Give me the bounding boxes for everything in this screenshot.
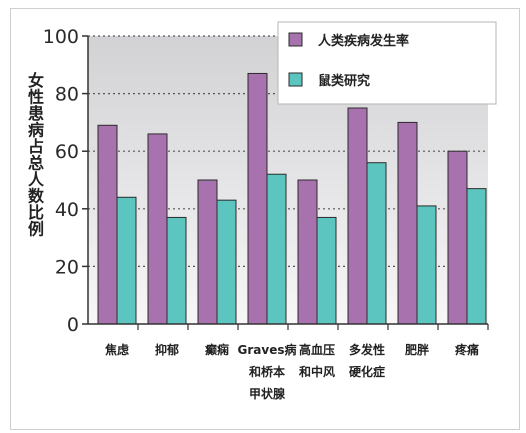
bar-human <box>447 150 468 325</box>
bar-human <box>147 133 168 325</box>
y-axis-label: 女性患病占总人数比例 <box>28 71 45 239</box>
x-category-label: 肥胖 <box>405 342 429 357</box>
y-tick-label: 0 <box>67 314 79 336</box>
legend-swatch <box>288 72 303 87</box>
x-category-label: 多发性 <box>349 342 385 357</box>
y-tick-label: 20 <box>55 256 79 278</box>
x-category-label: 癫痫 <box>205 342 229 357</box>
bar-mouse <box>216 199 237 325</box>
bar-human <box>297 179 318 325</box>
x-category-label: 和桥本 <box>248 364 285 379</box>
bar-human <box>247 72 268 325</box>
y-tick-label: 60 <box>55 141 79 163</box>
y-tick-label: 80 <box>55 84 79 106</box>
x-category-label: 焦虑 <box>104 342 129 357</box>
x-category-label: 和中风 <box>298 364 335 379</box>
legend-label: 鼠类研究 <box>318 73 370 89</box>
bar-mouse <box>416 205 437 325</box>
bar-mouse <box>466 188 487 325</box>
bar-human <box>197 179 218 325</box>
legend-box <box>277 21 497 105</box>
bar-mouse <box>266 173 287 325</box>
bar-mouse <box>316 216 337 325</box>
x-category-label: 硬化症 <box>349 364 385 379</box>
x-category-label: 疼痛 <box>455 342 479 357</box>
bar-mouse <box>166 216 187 325</box>
x-category-label: 甲状腺 <box>249 386 286 401</box>
legend-label: 人类疾病发生率 <box>318 33 409 49</box>
bar-human <box>397 121 418 325</box>
bar-human <box>347 107 368 325</box>
x-category-label: 抑郁 <box>155 342 179 357</box>
y-tick-label: 40 <box>55 199 79 221</box>
bar-human <box>97 124 118 325</box>
legend-swatch <box>288 32 303 47</box>
bar-mouse <box>116 196 137 325</box>
x-category-label: 高血压 <box>299 342 335 357</box>
y-tick-label: 100 <box>43 26 79 48</box>
x-category-label: Graves病 <box>238 342 297 357</box>
bar-mouse <box>366 162 387 325</box>
